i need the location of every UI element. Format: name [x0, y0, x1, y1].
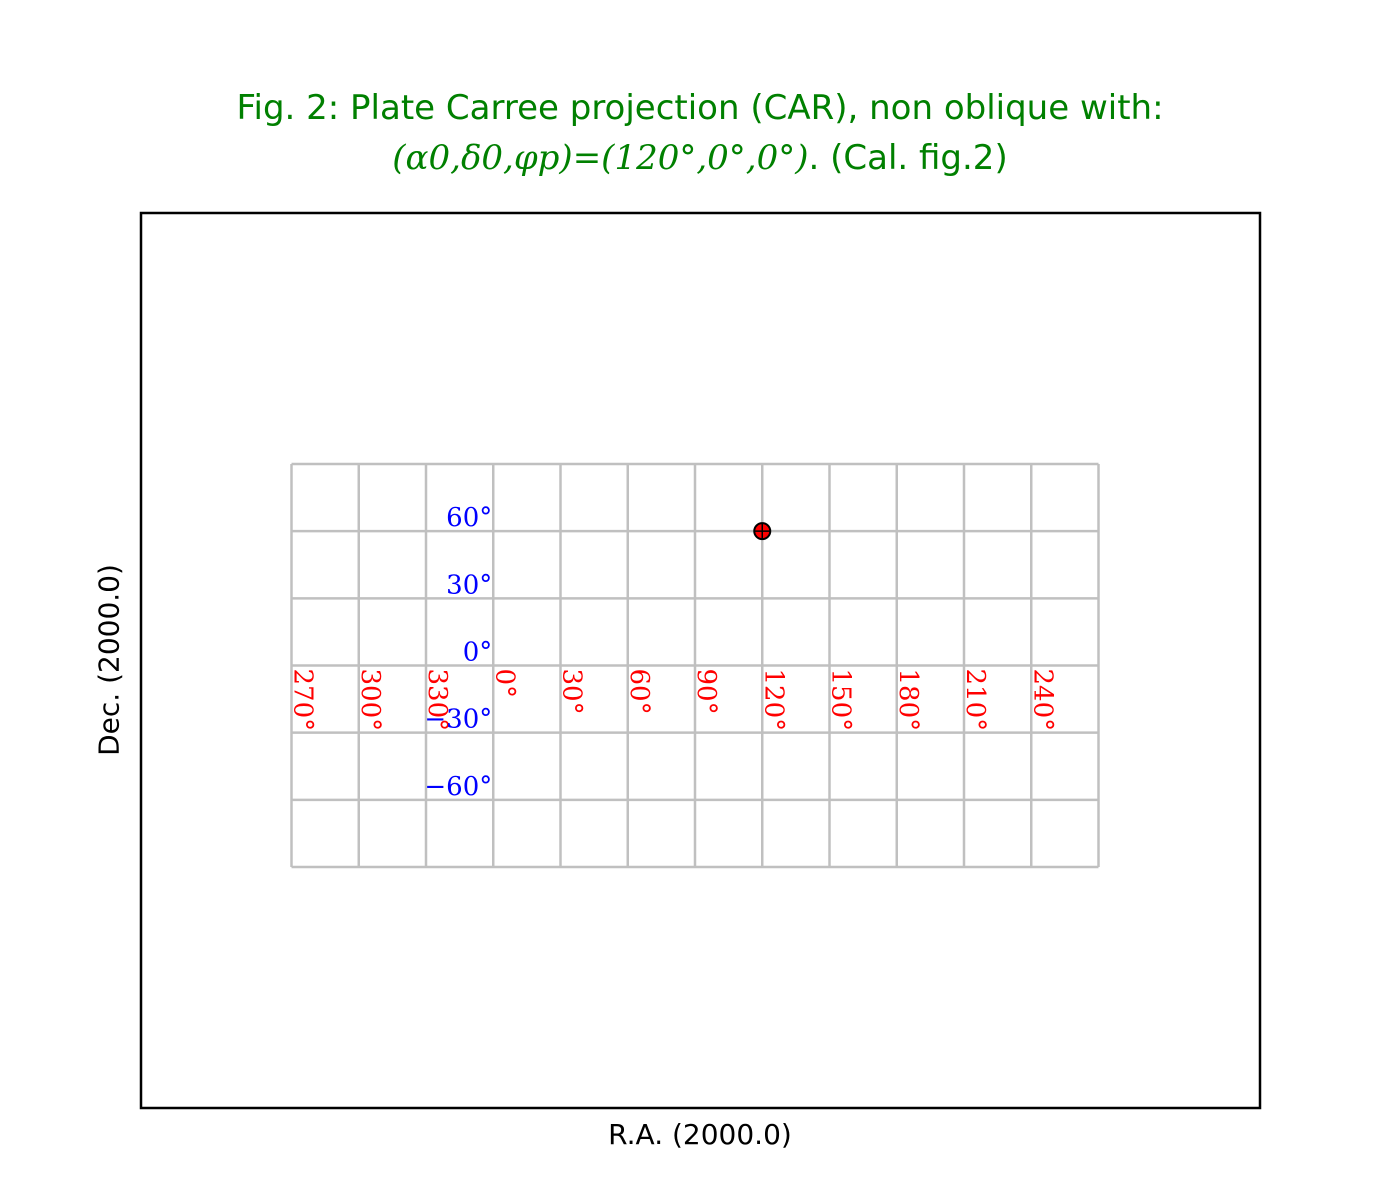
graticule	[290, 462, 1100, 869]
ra-tick-label: 0°	[489, 669, 519, 699]
dec-tick-label: −30°	[424, 705, 492, 735]
chart-title: Fig. 2: Plate Carree projection (CAR), n…	[236, 88, 1164, 128]
y-axis-label: Dec. (2000.0)	[92, 564, 126, 756]
ra-tick-label: 150°	[826, 669, 856, 732]
dec-tick-label: −60°	[424, 772, 492, 802]
dec-tick-label: 30°	[446, 570, 492, 600]
ra-tick-label: 300°	[355, 669, 385, 732]
markers	[753, 522, 772, 541]
ra-tick-label: 90°	[691, 669, 721, 715]
ra-tick-label: 270°	[288, 669, 318, 732]
ra-tick-label: 330°	[422, 669, 452, 732]
ra-tick-label: 120°	[758, 669, 788, 732]
plot-frame	[139, 211, 1262, 1110]
ra-tick-label: 210°	[960, 669, 990, 732]
dec-tick-label: 60°	[446, 503, 492, 533]
title-math: (α0,δ0,φp)=(120°,0°,0°)	[392, 138, 809, 178]
ra-tick-label: 180°	[893, 669, 923, 732]
ra-tick-label: 240°	[1027, 669, 1057, 732]
chart-subtitle: (α0,δ0,φp)=(120°,0°,0°). (Cal. fig.2)	[0, 138, 1400, 178]
dec-tick-label: 0°	[463, 638, 493, 668]
ra-tick-label: 30°	[557, 669, 587, 715]
title-caption: . (Cal. fig.2)	[808, 138, 1008, 178]
tick-labels: 330° 0° 30° 60° 90° 120° 150° 180° 210° 240° 270° 3…	[288, 503, 1058, 802]
x-axis-label: R.A. (2000.0)	[608, 1118, 792, 1151]
ra-tick-label: 60°	[624, 669, 654, 715]
reference-point-marker	[753, 522, 772, 541]
